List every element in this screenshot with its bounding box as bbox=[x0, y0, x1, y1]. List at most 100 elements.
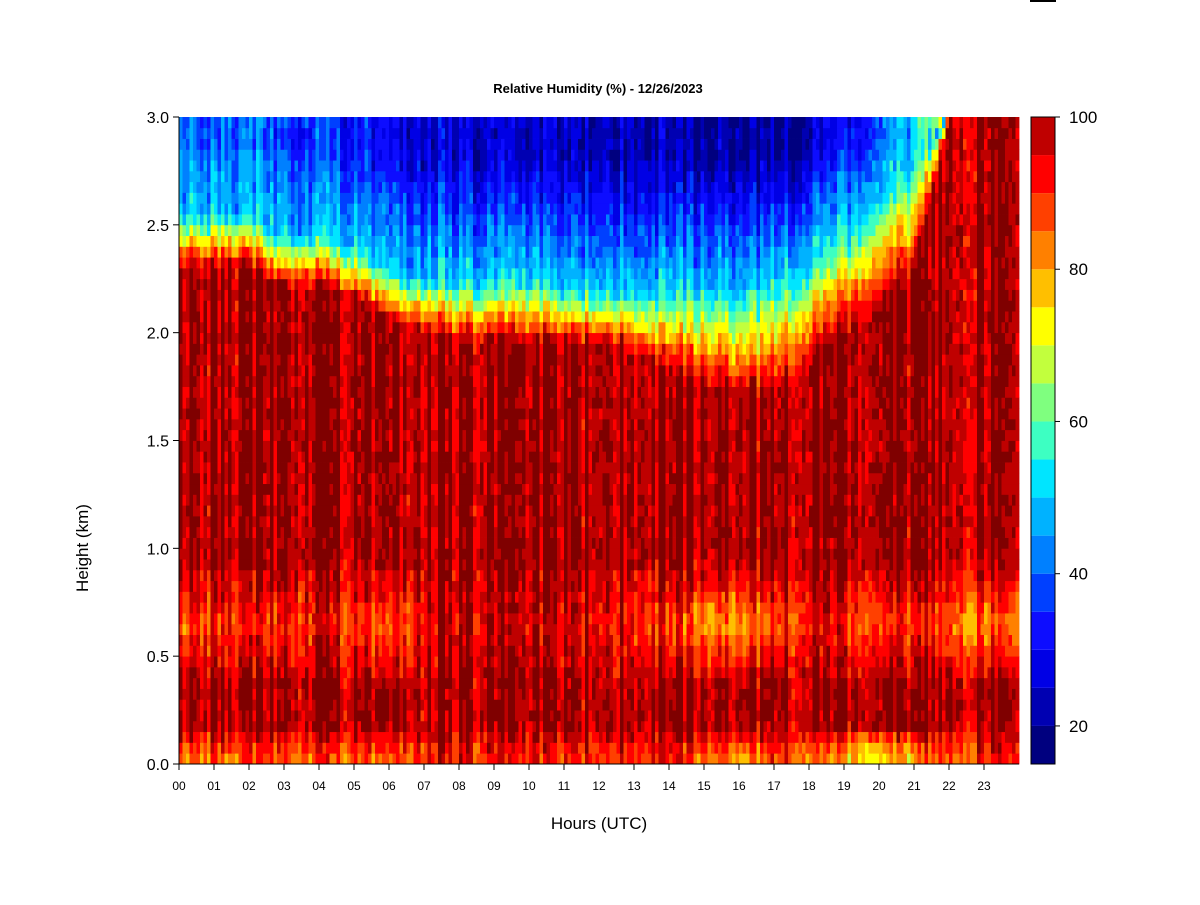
heatmap-cell bbox=[413, 321, 418, 334]
heatmap-cell bbox=[326, 505, 330, 517]
heatmap-cell bbox=[347, 580, 351, 592]
heatmap-cell bbox=[420, 192, 425, 204]
heatmap-cell bbox=[203, 203, 208, 215]
heatmap-cell bbox=[434, 677, 439, 689]
heatmap-cell bbox=[326, 537, 330, 549]
heatmap-cell bbox=[280, 645, 285, 657]
heatmap-cell bbox=[466, 224, 470, 237]
heatmap-cell bbox=[305, 192, 309, 204]
heatmap-cell bbox=[186, 548, 190, 560]
heatmap-cell bbox=[417, 656, 421, 668]
heatmap-cell bbox=[448, 386, 453, 398]
heatmap-cell bbox=[427, 149, 432, 161]
heatmap-cell bbox=[231, 526, 236, 538]
heatmap-cell bbox=[431, 375, 435, 387]
heatmap-cell bbox=[399, 494, 404, 506]
heatmap-cell bbox=[217, 462, 222, 474]
heatmap-cell bbox=[406, 699, 411, 711]
heatmap-cell bbox=[294, 656, 299, 668]
heatmap-cell bbox=[378, 505, 383, 517]
heatmap-cell bbox=[343, 688, 348, 700]
heatmap-cell bbox=[214, 418, 218, 431]
heatmap-cell bbox=[459, 267, 463, 280]
heatmap-cell bbox=[396, 397, 400, 409]
heatmap-cell bbox=[200, 235, 204, 247]
heatmap-cell bbox=[417, 645, 421, 657]
heatmap-cell bbox=[333, 494, 337, 506]
heatmap-cell bbox=[312, 149, 316, 161]
heatmap-cell bbox=[284, 127, 288, 139]
heatmap-cell bbox=[333, 170, 337, 183]
heatmap-cell bbox=[277, 246, 281, 258]
heatmap-cell bbox=[333, 483, 337, 495]
heatmap-cell bbox=[263, 311, 267, 323]
heatmap-cell bbox=[462, 753, 467, 765]
heatmap-cell bbox=[455, 257, 460, 269]
heatmap-cell bbox=[329, 170, 334, 183]
heatmap-cell bbox=[228, 591, 232, 603]
heatmap-cell bbox=[263, 613, 267, 625]
heatmap-cell bbox=[354, 300, 358, 312]
heatmap-cell bbox=[249, 192, 253, 204]
heatmap-cell bbox=[312, 300, 316, 312]
heatmap-cell bbox=[399, 267, 404, 280]
heatmap-cell bbox=[343, 742, 348, 754]
heatmap-cell bbox=[182, 149, 187, 161]
heatmap-cell bbox=[406, 526, 411, 538]
heatmap-cell bbox=[427, 440, 432, 452]
heatmap-cell bbox=[284, 710, 288, 722]
heatmap-cell bbox=[203, 623, 208, 635]
heatmap-cell bbox=[256, 365, 260, 377]
heatmap-cell bbox=[417, 375, 421, 387]
heatmap-cell bbox=[385, 569, 390, 582]
heatmap-cell bbox=[350, 710, 355, 722]
heatmap-cell bbox=[291, 149, 295, 161]
heatmap-cell bbox=[217, 170, 222, 183]
heatmap-cell bbox=[238, 300, 243, 312]
heatmap-cell bbox=[389, 246, 393, 258]
heatmap-cell bbox=[249, 677, 253, 689]
heatmap-cell bbox=[406, 602, 411, 614]
heatmap-cell bbox=[389, 408, 393, 420]
heatmap-cell bbox=[417, 494, 421, 506]
heatmap-cell bbox=[259, 170, 264, 183]
heatmap-cell bbox=[406, 548, 411, 560]
heatmap-cell bbox=[298, 602, 302, 614]
heatmap-cell bbox=[466, 656, 470, 668]
heatmap-cell bbox=[452, 343, 456, 355]
heatmap-cell bbox=[333, 203, 337, 215]
heatmap-cell bbox=[462, 483, 467, 495]
heatmap-cell bbox=[343, 602, 348, 614]
heatmap-cell bbox=[256, 267, 260, 280]
heatmap-cell bbox=[224, 526, 229, 538]
heatmap-cell bbox=[315, 192, 320, 204]
heatmap-cell bbox=[210, 408, 215, 420]
heatmap-cell bbox=[249, 311, 253, 323]
heatmap-cell bbox=[294, 246, 299, 258]
heatmap-cell bbox=[189, 408, 194, 420]
heatmap-cell bbox=[319, 462, 323, 474]
heatmap-cell bbox=[287, 602, 292, 614]
heatmap-cell bbox=[287, 677, 292, 689]
heatmap-cell bbox=[357, 418, 362, 431]
heatmap-cell bbox=[221, 386, 225, 398]
heatmap-cell bbox=[301, 462, 306, 474]
heatmap-cell bbox=[235, 634, 239, 646]
heatmap-cell bbox=[329, 203, 334, 215]
heatmap-cell bbox=[343, 246, 348, 258]
heatmap-cell bbox=[413, 623, 418, 635]
heatmap-cell bbox=[249, 321, 253, 334]
heatmap-cell bbox=[291, 397, 295, 409]
heatmap-cell bbox=[333, 375, 337, 387]
heatmap-cell bbox=[291, 613, 295, 625]
heatmap-cell bbox=[319, 494, 323, 506]
heatmap-cell bbox=[371, 623, 376, 635]
heatmap-cell bbox=[242, 677, 246, 689]
heatmap-cell bbox=[466, 580, 470, 592]
heatmap-cell bbox=[256, 688, 260, 700]
heatmap-cell bbox=[308, 580, 313, 592]
heatmap-cell bbox=[382, 289, 386, 301]
heatmap-cell bbox=[287, 235, 292, 247]
heatmap-cell bbox=[182, 472, 187, 485]
heatmap-cell bbox=[203, 181, 208, 193]
